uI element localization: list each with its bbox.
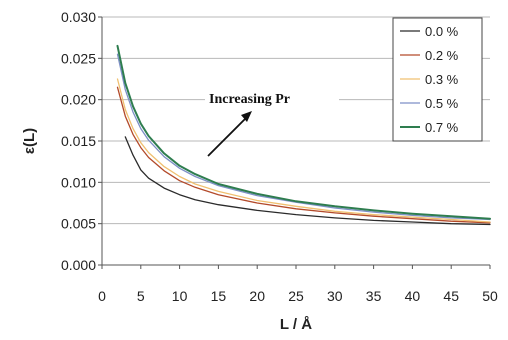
x-tick-label: 0 [98,288,106,304]
series-line-4 [116,44,491,220]
x-tick-label: 15 [211,288,227,304]
x-tick-labels: 0 5 10 15 20 25 30 35 40 45 50 [98,288,498,304]
y-tick-label: 0.025 [61,50,96,66]
x-tick-label: 45 [443,288,459,304]
y-tick-label: 0.015 [61,133,96,149]
annotation-background [205,88,339,108]
x-tick-label: 10 [172,288,188,304]
axes [98,16,491,269]
x-tick-label: 30 [327,288,343,304]
y-tick-label: 0.020 [61,92,96,108]
annotation-text: Increasing Pr [209,92,290,107]
y-axis-label: ε(L) [21,128,38,154]
y-tick-label: 0.005 [61,216,96,232]
x-axis-label: L / Å [280,316,312,333]
y-tick-label: 0.010 [61,174,96,190]
legend-label-4: 0.7 % [425,120,459,135]
annotation-arrow-shaft [207,117,247,157]
legend-label-3: 0.5 % [425,96,459,111]
x-tick-label: 20 [249,288,265,304]
y-tick-label: 0.030 [61,9,96,25]
series-lines [116,44,491,226]
series-line-2 [116,78,491,223]
x-tick-label: 40 [405,288,421,304]
legend-label-1: 0.2 % [425,48,459,63]
legend-label-0: 0.0 % [425,24,459,39]
legend-label-2: 0.3 % [425,72,459,87]
series-line-3 [116,53,491,221]
x-tick-label: 25 [288,288,304,304]
legend: 0.0 % 0.2 % 0.3 % 0.5 % 0.7 % [392,17,483,142]
series-line-0 [124,136,491,226]
annotation: Increasing Pr [205,88,339,157]
legend-entries: 0.0 % 0.2 % 0.3 % 0.5 % 0.7 % [400,24,459,135]
y-tick-label: 0.000 [61,257,96,273]
x-tick-label: 5 [137,288,145,304]
y-tick-labels: 0.000 0.005 0.010 0.015 0.020 0.025 0.030 [61,9,96,273]
x-tick-label: 50 [482,288,498,304]
x-tick-label: 35 [366,288,382,304]
series-line-1 [116,86,491,224]
annotation-arrow-head [241,111,252,122]
